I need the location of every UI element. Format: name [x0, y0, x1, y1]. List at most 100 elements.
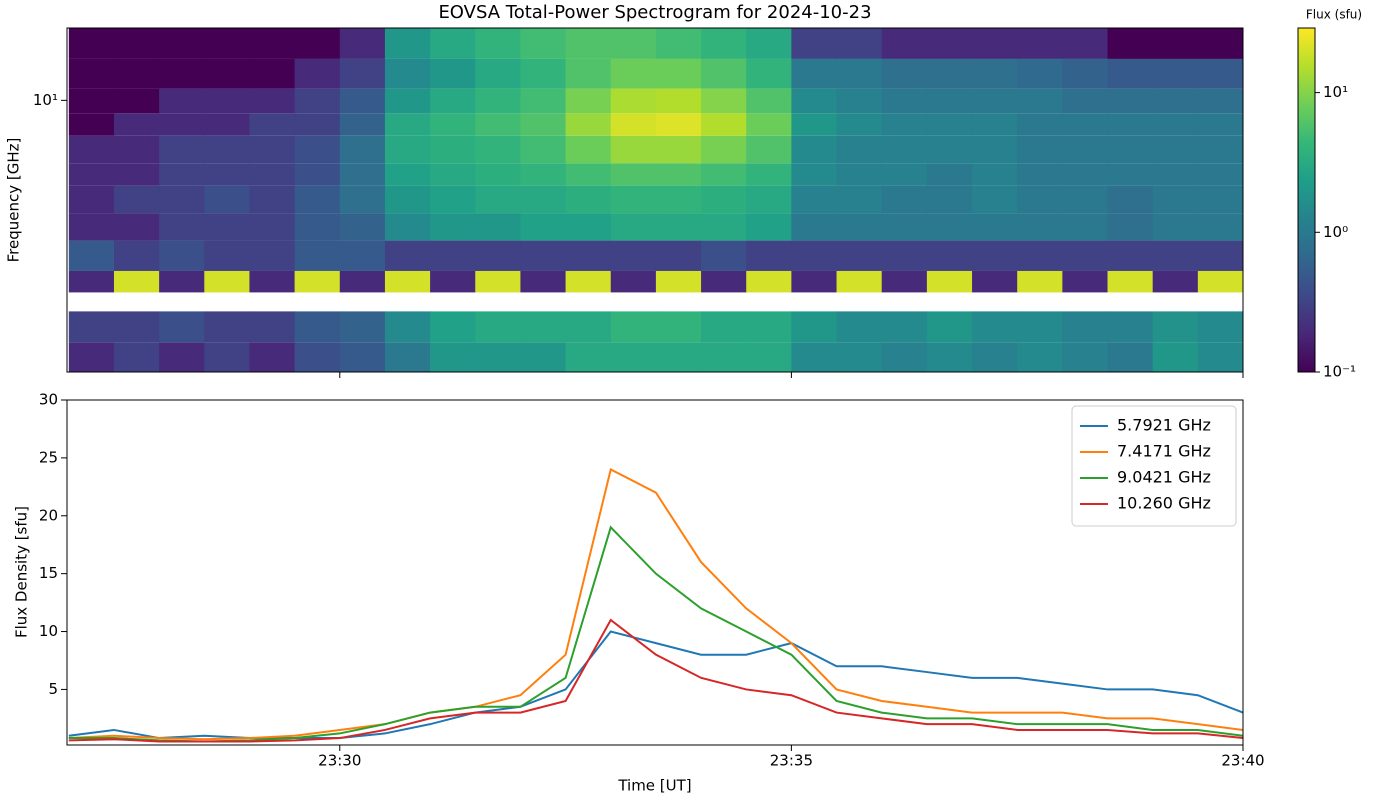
heatmap-cell — [384, 113, 431, 136]
heatmap-cell — [701, 113, 747, 136]
heatmap-cell — [881, 113, 928, 136]
heatmap-cell — [68, 342, 115, 372]
heatmap-cell — [68, 113, 115, 136]
heatmap-cell — [520, 311, 567, 343]
heatmap-cell — [746, 311, 792, 343]
heatmap-cell — [294, 185, 341, 214]
heatmap-cell — [1152, 213, 1199, 241]
heatmap-cell — [565, 185, 612, 214]
heatmap-cell — [565, 342, 612, 372]
heatmap-cell — [610, 135, 657, 164]
heatmap-cell — [339, 213, 386, 241]
heatmap-cell — [655, 113, 702, 136]
heatmap-cell — [1107, 135, 1154, 164]
heatmap-cell — [565, 240, 612, 271]
heatmap-cell — [384, 311, 431, 343]
heatmap-cell — [610, 342, 657, 372]
heatmap-cell — [1062, 240, 1109, 271]
heatmap-cell — [746, 342, 792, 372]
y-axis-label: Frequency [GHz] — [5, 138, 23, 263]
heatmap-cell — [430, 213, 476, 241]
heatmap-cell — [475, 135, 521, 164]
heatmap-cell — [339, 311, 386, 343]
heatmap-cell — [701, 270, 747, 293]
heatmap-cell — [249, 28, 296, 59]
heatmap-cell — [881, 163, 928, 186]
heatmap-cell — [68, 163, 115, 186]
heatmap-cell — [520, 185, 567, 214]
heatmap-cell — [1017, 240, 1063, 271]
heatmap-cell — [655, 270, 702, 293]
heatmap-cell — [113, 270, 160, 293]
heatmap-cell — [791, 58, 838, 89]
heatmap-cell — [249, 240, 296, 271]
heatmap-cell — [1197, 311, 1244, 343]
legend-label: 9.0421 GHz — [1117, 468, 1211, 487]
heatmap-cell — [339, 28, 386, 59]
heatmap-cell — [701, 58, 747, 89]
heatmap-cell — [655, 58, 702, 89]
heatmap-cell — [836, 270, 883, 293]
heatmap-cell — [1107, 58, 1154, 89]
heatmap-cell — [791, 213, 838, 241]
heatmap-cell — [294, 113, 341, 136]
heatmap-cell — [565, 113, 612, 136]
heatmap-cell — [204, 28, 250, 59]
heatmap-cell — [68, 311, 115, 343]
heatmap-cell — [1017, 28, 1063, 59]
heatmap-cell — [430, 240, 476, 271]
heatmap-cell — [339, 342, 386, 372]
heatmap-cell — [972, 58, 1018, 89]
heatmap-cell — [294, 311, 341, 343]
heatmap-cell — [204, 213, 250, 241]
heatmap-cell — [1152, 342, 1199, 372]
heatmap-cell — [1107, 163, 1154, 186]
axes-frame — [66, 27, 1244, 373]
heatmap-cell — [384, 213, 431, 241]
heatmap-cell — [701, 342, 747, 372]
heatmap-cell — [1197, 28, 1244, 59]
heatmap-cell — [339, 163, 386, 186]
heatmap-cell — [926, 311, 973, 343]
heatmap-cell — [159, 88, 205, 114]
heatmap-cell — [972, 185, 1018, 214]
heatmap-cell — [565, 28, 612, 59]
heatmap-cell — [113, 311, 160, 343]
heatmap-cell — [294, 58, 341, 89]
heatmap-cell — [249, 270, 296, 293]
heatmap-cell — [520, 88, 567, 114]
heatmap-cell — [159, 135, 205, 164]
heatmap-cell — [610, 58, 657, 89]
heatmap-cell — [294, 342, 341, 372]
heatmap-cell — [746, 213, 792, 241]
heatmap-cell — [475, 270, 521, 293]
heatmap-cell — [204, 311, 250, 343]
heatmap-cell — [1152, 58, 1199, 89]
heatmap-cell — [113, 185, 160, 214]
heatmap-cell — [926, 113, 973, 136]
heatmap-cell — [1152, 113, 1199, 136]
x-tick-label: 23:35 — [770, 752, 813, 770]
heatmap-cell — [655, 342, 702, 372]
heatmap-cell — [384, 240, 431, 271]
heatmap-cell — [384, 342, 431, 372]
heatmap-cell — [204, 113, 250, 136]
heatmap-cell — [1017, 185, 1063, 214]
heatmap-cell — [1107, 342, 1154, 372]
heatmap-cell — [113, 135, 160, 164]
heatmap-cell — [430, 185, 476, 214]
heatmap-cell — [881, 240, 928, 271]
heatmap-cell — [430, 311, 476, 343]
heatmap-cell — [972, 28, 1018, 59]
heatmap-cell — [113, 88, 160, 114]
heatmap-cell — [1062, 113, 1109, 136]
heatmap-cell — [1197, 270, 1244, 293]
heatmap-cell — [881, 213, 928, 241]
heatmap-cell — [1017, 113, 1063, 136]
heatmap-cell — [746, 135, 792, 164]
heatmap-cell — [610, 163, 657, 186]
heatmap-cell — [1197, 113, 1244, 136]
series-line — [68, 467, 1243, 741]
heatmap-cell — [610, 311, 657, 343]
heatmap-cell — [68, 240, 115, 271]
